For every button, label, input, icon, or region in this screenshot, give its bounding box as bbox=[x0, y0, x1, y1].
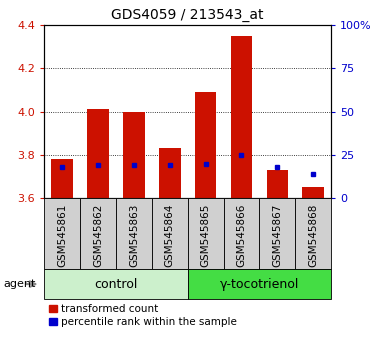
Bar bbox=[224, 198, 259, 269]
Bar bbox=[303, 187, 324, 198]
Text: agent: agent bbox=[4, 279, 36, 289]
Bar bbox=[44, 198, 80, 269]
Text: GSM545865: GSM545865 bbox=[201, 204, 211, 267]
Bar bbox=[195, 92, 216, 198]
Text: GSM545868: GSM545868 bbox=[308, 204, 318, 267]
Bar bbox=[123, 112, 145, 198]
Text: γ-tocotrienol: γ-tocotrienol bbox=[220, 278, 299, 291]
Text: GSM545861: GSM545861 bbox=[57, 204, 67, 267]
Bar bbox=[231, 36, 252, 198]
Bar bbox=[80, 198, 116, 269]
Text: GSM545867: GSM545867 bbox=[272, 204, 282, 267]
Text: control: control bbox=[94, 278, 138, 291]
Text: GSM545866: GSM545866 bbox=[236, 204, 246, 267]
Bar bbox=[188, 269, 331, 299]
Bar bbox=[259, 198, 295, 269]
Text: GSM545863: GSM545863 bbox=[129, 204, 139, 267]
Title: GDS4059 / 213543_at: GDS4059 / 213543_at bbox=[111, 8, 264, 22]
Bar bbox=[52, 159, 73, 198]
Bar bbox=[266, 170, 288, 198]
Bar bbox=[188, 198, 224, 269]
Bar bbox=[159, 148, 181, 198]
Bar bbox=[116, 198, 152, 269]
Bar bbox=[152, 198, 188, 269]
Text: GSM545862: GSM545862 bbox=[93, 204, 103, 267]
Bar bbox=[44, 269, 188, 299]
Bar bbox=[295, 198, 331, 269]
Bar bbox=[87, 109, 109, 198]
Text: GSM545864: GSM545864 bbox=[165, 204, 175, 267]
Legend: transformed count, percentile rank within the sample: transformed count, percentile rank withi… bbox=[50, 304, 237, 327]
